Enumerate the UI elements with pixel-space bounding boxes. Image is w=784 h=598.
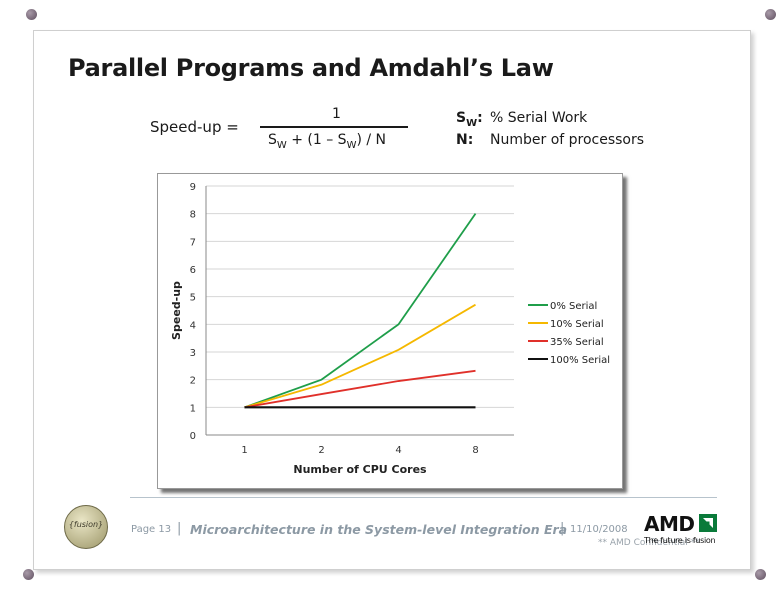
pin-icon-bottom-right	[755, 569, 766, 580]
y-tick-label: 0	[190, 431, 196, 442]
x-axis-title: Number of CPU Cores	[293, 463, 427, 476]
pin-icon-top-left	[26, 9, 37, 20]
y-tick-label: 9	[190, 182, 196, 193]
den-part3: ) / N	[356, 132, 387, 148]
den-part2: + (1 – S	[286, 132, 347, 148]
y-tick-label: 6	[190, 265, 196, 276]
formula-lhs: Speed-up =	[150, 118, 239, 136]
den-part1: S	[268, 132, 277, 148]
amd-logo: AMD	[644, 512, 695, 536]
def-n-text: Number of processors	[490, 132, 645, 148]
legend-label: 35% Serial	[550, 337, 604, 348]
series-line-0	[244, 213, 477, 409]
talk-date: 11/10/2008	[570, 524, 628, 535]
y-tick-label: 7	[190, 237, 196, 248]
den-sub2: W	[346, 139, 357, 151]
x-tick-label: 8	[472, 445, 478, 456]
pin-icon-top-right	[765, 9, 776, 20]
formula-fraction-bar	[260, 126, 408, 128]
footer-separator: |	[177, 521, 182, 536]
confidential-note: ** AMD Confidential **	[598, 538, 700, 548]
x-tick-label: 4	[395, 445, 401, 456]
y-tick-label: 4	[190, 320, 196, 331]
formula-definitions: SW: % Serial Work N: Number of processors	[456, 110, 644, 154]
pin-icon-bottom-left	[23, 569, 34, 580]
y-tick-label: 8	[190, 210, 196, 221]
den-sub1: W	[276, 139, 287, 151]
talk-title: Microarchitecture in the System-level In…	[190, 522, 568, 537]
def-n-symbol: N:	[456, 132, 474, 148]
series-line-2	[244, 369, 476, 409]
speedup-formula: Speed-up = 1 SW + (1 – SW) / N	[150, 106, 420, 156]
def-sw-symbol: SW:	[456, 110, 483, 129]
footer-divider	[130, 497, 717, 498]
y-tick-label: 2	[190, 376, 196, 387]
x-tick-label: 2	[318, 445, 324, 456]
legend-label: 0% Serial	[550, 301, 597, 312]
formula-numerator: 1	[332, 106, 341, 122]
fusion-logo: {fusion}	[64, 505, 108, 549]
x-tick-label: 1	[241, 445, 247, 456]
y-axis-title: Speed-up	[170, 281, 183, 340]
definition-n: N: Number of processors	[456, 132, 644, 154]
y-tick-label: 3	[190, 348, 196, 359]
legend-label: 10% Serial	[550, 319, 604, 330]
footer-separator-2: |	[560, 521, 565, 536]
speedup-chart: 0 1 2 3 4 5 6 7 8 9 1 2 4 8 Number of CPU Cores Speed-u…	[157, 173, 623, 489]
formula-denominator: SW + (1 – SW) / N	[268, 132, 386, 151]
legend-label: 100% Serial	[550, 355, 610, 366]
page-number: Page 13	[131, 524, 172, 535]
y-tick-label: 1	[190, 403, 196, 414]
slide-title: Parallel Programs and Amdahl’s Law	[68, 54, 554, 82]
series-line-1	[244, 303, 476, 409]
y-tick-label: 5	[190, 293, 196, 304]
def-sw-text: % Serial Work	[490, 110, 588, 126]
chart-svg: 0 1 2 3 4 5 6 7 8 9 1 2 4 8 Number of CPU Cores Speed-u…	[170, 182, 610, 476]
amd-tagline: The future is fusion	[644, 536, 716, 545]
amd-arrow-icon	[699, 514, 717, 532]
definition-sw: SW: % Serial Work	[456, 110, 644, 132]
